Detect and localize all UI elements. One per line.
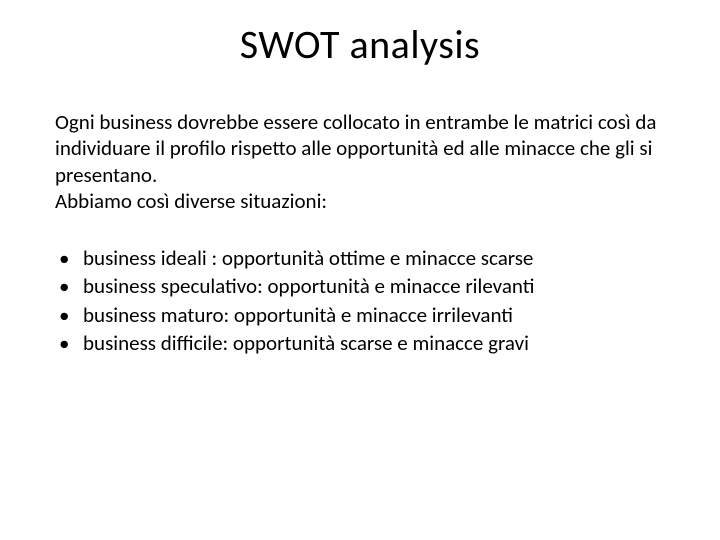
list-item: business speculativo: opportunità e mina… <box>55 272 665 300</box>
bullet-list: business ideali : opportunità ottime e m… <box>55 244 665 357</box>
slide: SWOT analysis Ogni business dovrebbe ess… <box>0 0 720 540</box>
list-item: business ideali : opportunità ottime e m… <box>55 244 665 272</box>
slide-paragraph: Ogni business dovrebbe essere collocato … <box>55 109 665 214</box>
list-item: business difficile: opportunità scarse e… <box>55 329 665 357</box>
list-item: business maturo: opportunità e minacce i… <box>55 301 665 329</box>
slide-title: SWOT analysis <box>55 20 665 69</box>
